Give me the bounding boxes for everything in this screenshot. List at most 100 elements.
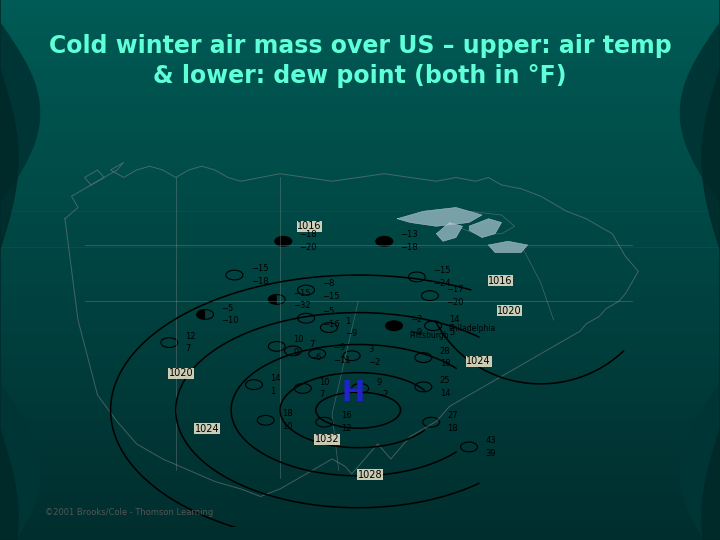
Bar bbox=[0, 517, 720, 522]
Text: 9: 9 bbox=[377, 377, 382, 387]
Bar bbox=[0, 463, 720, 468]
Bar bbox=[0, 401, 720, 405]
Text: 7: 7 bbox=[319, 390, 325, 399]
Bar bbox=[0, 198, 720, 202]
Bar bbox=[0, 274, 720, 279]
Bar bbox=[0, 180, 720, 185]
Bar bbox=[0, 297, 720, 301]
Bar bbox=[0, 72, 720, 77]
Bar bbox=[0, 536, 720, 540]
Bar bbox=[0, 148, 720, 153]
Bar bbox=[0, 144, 720, 148]
Bar bbox=[0, 171, 720, 176]
Bar bbox=[0, 351, 720, 355]
Text: 1020: 1020 bbox=[168, 368, 193, 379]
Bar bbox=[0, 310, 720, 315]
Bar bbox=[0, 347, 720, 351]
Bar bbox=[0, 139, 720, 144]
Bar bbox=[0, 392, 720, 396]
Bar bbox=[0, 104, 720, 108]
Bar bbox=[0, 230, 720, 234]
Bar bbox=[0, 324, 720, 328]
Text: −20: −20 bbox=[300, 243, 317, 252]
Bar bbox=[0, 522, 720, 526]
Bar bbox=[0, 338, 720, 342]
Bar bbox=[0, 301, 720, 306]
Bar bbox=[0, 239, 720, 243]
Circle shape bbox=[275, 237, 292, 246]
Text: −2: −2 bbox=[368, 357, 380, 367]
Text: 28: 28 bbox=[440, 347, 450, 356]
Bar bbox=[0, 256, 720, 261]
Bar bbox=[0, 364, 720, 369]
Bar bbox=[0, 162, 720, 166]
Text: 0: 0 bbox=[293, 348, 298, 357]
Bar bbox=[0, 284, 720, 288]
Bar bbox=[0, 99, 720, 104]
Bar bbox=[0, 31, 720, 36]
Bar bbox=[0, 414, 720, 418]
Bar bbox=[0, 216, 720, 220]
Bar bbox=[0, 131, 720, 135]
Text: −6: −6 bbox=[310, 353, 322, 362]
Bar bbox=[0, 455, 720, 459]
Bar bbox=[0, 387, 720, 392]
Bar bbox=[0, 490, 720, 495]
Text: −17: −17 bbox=[446, 285, 464, 294]
Text: 18: 18 bbox=[447, 424, 458, 433]
Bar bbox=[0, 68, 720, 72]
Bar bbox=[0, 247, 720, 252]
Polygon shape bbox=[436, 222, 462, 241]
Bar bbox=[0, 261, 720, 266]
Text: 18: 18 bbox=[440, 360, 450, 368]
Bar bbox=[0, 212, 720, 216]
Text: Cold winter air mass over US – upper: air temp: Cold winter air mass over US – upper: ai… bbox=[49, 34, 671, 58]
Polygon shape bbox=[469, 219, 502, 238]
Text: −11: −11 bbox=[333, 356, 351, 364]
Circle shape bbox=[376, 237, 392, 246]
Bar bbox=[0, 58, 720, 63]
Text: 7: 7 bbox=[310, 340, 315, 349]
Text: 18: 18 bbox=[282, 409, 292, 418]
Bar bbox=[0, 158, 720, 162]
Bar bbox=[0, 117, 720, 122]
Text: −9: −9 bbox=[410, 328, 423, 336]
Text: & lower: dew point (both in °F): & lower: dew point (both in °F) bbox=[153, 64, 567, 87]
Bar bbox=[0, 112, 720, 117]
Bar bbox=[0, 45, 720, 50]
Bar bbox=[0, 423, 720, 428]
Bar bbox=[0, 409, 720, 414]
Polygon shape bbox=[397, 207, 482, 226]
Bar bbox=[0, 153, 720, 158]
Bar bbox=[0, 77, 720, 81]
Text: −13: −13 bbox=[400, 231, 418, 239]
Bar bbox=[0, 513, 720, 517]
Bar bbox=[0, 266, 720, 270]
Text: 10: 10 bbox=[319, 377, 330, 387]
Bar bbox=[0, 176, 720, 180]
Bar bbox=[0, 446, 720, 450]
Text: H: H bbox=[341, 379, 364, 407]
Text: −15: −15 bbox=[251, 264, 268, 273]
Text: −15: −15 bbox=[323, 292, 340, 301]
Text: 1016: 1016 bbox=[488, 276, 513, 286]
Bar bbox=[0, 378, 720, 382]
Bar bbox=[0, 166, 720, 171]
Wedge shape bbox=[197, 309, 205, 319]
Bar bbox=[0, 54, 720, 58]
Bar bbox=[0, 472, 720, 477]
Text: −15: −15 bbox=[433, 266, 451, 275]
Text: Philadelphia: Philadelphia bbox=[448, 324, 495, 333]
Bar bbox=[0, 94, 720, 99]
Text: −9: −9 bbox=[345, 329, 357, 339]
Bar bbox=[0, 63, 720, 68]
Bar bbox=[0, 14, 720, 18]
Bar bbox=[0, 531, 720, 536]
Text: 12: 12 bbox=[341, 424, 351, 433]
Bar bbox=[0, 333, 720, 338]
Bar bbox=[0, 405, 720, 409]
Bar bbox=[0, 328, 720, 333]
Bar bbox=[0, 360, 720, 364]
Bar bbox=[0, 374, 720, 378]
Text: 10: 10 bbox=[282, 422, 292, 431]
